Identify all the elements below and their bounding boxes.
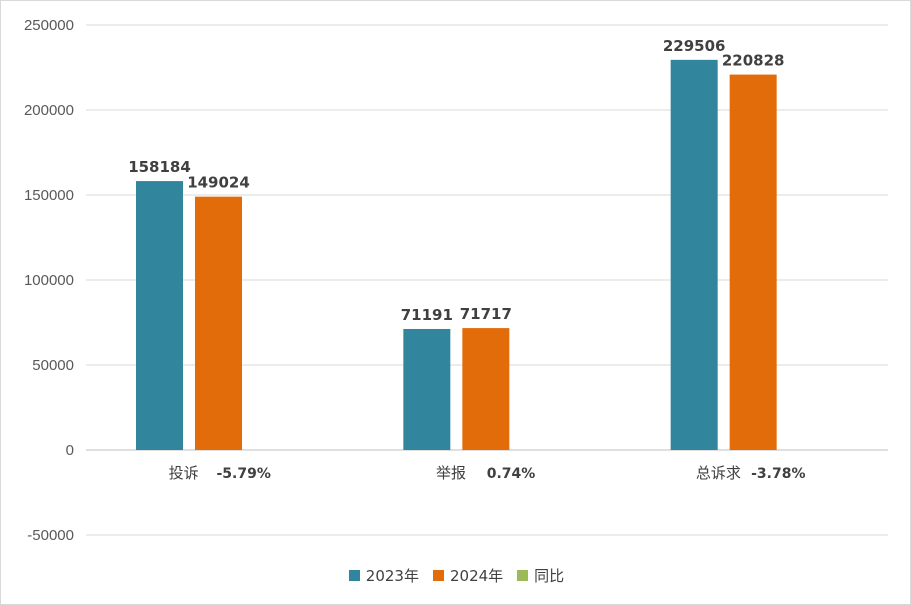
x-tick-label: 总诉求 <box>696 464 741 482</box>
yoy-label: -5.79% <box>216 466 270 482</box>
x-tick-label: 举报 <box>436 464 466 482</box>
y-tick-label: 150000 <box>24 187 74 204</box>
legend-item-2023: 2023年 <box>348 565 419 586</box>
bar <box>729 74 777 450</box>
y-tick-label: 200000 <box>24 102 74 119</box>
x-tick-label: 投诉 <box>169 464 199 482</box>
bar-chart: -50000 0 50000 100000 150000 200000 250000 1581… <box>24 17 888 544</box>
bar <box>403 328 451 450</box>
y-tick-label: -50000 <box>27 527 74 544</box>
bar <box>462 328 510 450</box>
data-label: 229506 <box>663 37 726 55</box>
y-tick-label: 0 <box>66 442 74 459</box>
legend-swatch-yoy <box>517 570 529 581</box>
legend-label-2024: 2024年 <box>449 567 504 585</box>
yoy-label: 0.74% <box>487 466 536 482</box>
legend-label-2023: 2023年 <box>365 567 419 585</box>
data-label: 158184 <box>128 158 191 176</box>
data-label: 71717 <box>460 305 512 323</box>
y-tick-label: 100000 <box>24 272 74 289</box>
legend: 2023年 2024年 同比 <box>1 565 911 586</box>
bar <box>670 59 718 450</box>
data-label: 71191 <box>401 306 453 324</box>
bar <box>195 196 242 450</box>
legend-item-2024: 2024年 <box>432 565 504 586</box>
yoy-label: -3.78% <box>751 466 805 482</box>
legend-label-yoy: 同比 <box>534 567 565 585</box>
bar <box>136 181 183 450</box>
data-label: 149024 <box>187 174 250 192</box>
legend-swatch-2023 <box>348 570 360 581</box>
legend-item-yoy: 同比 <box>517 565 564 586</box>
data-label: 220828 <box>722 52 785 70</box>
legend-swatch-2024 <box>432 570 444 581</box>
y-tick-label: 250000 <box>24 17 74 34</box>
y-tick-label: 50000 <box>32 357 74 374</box>
